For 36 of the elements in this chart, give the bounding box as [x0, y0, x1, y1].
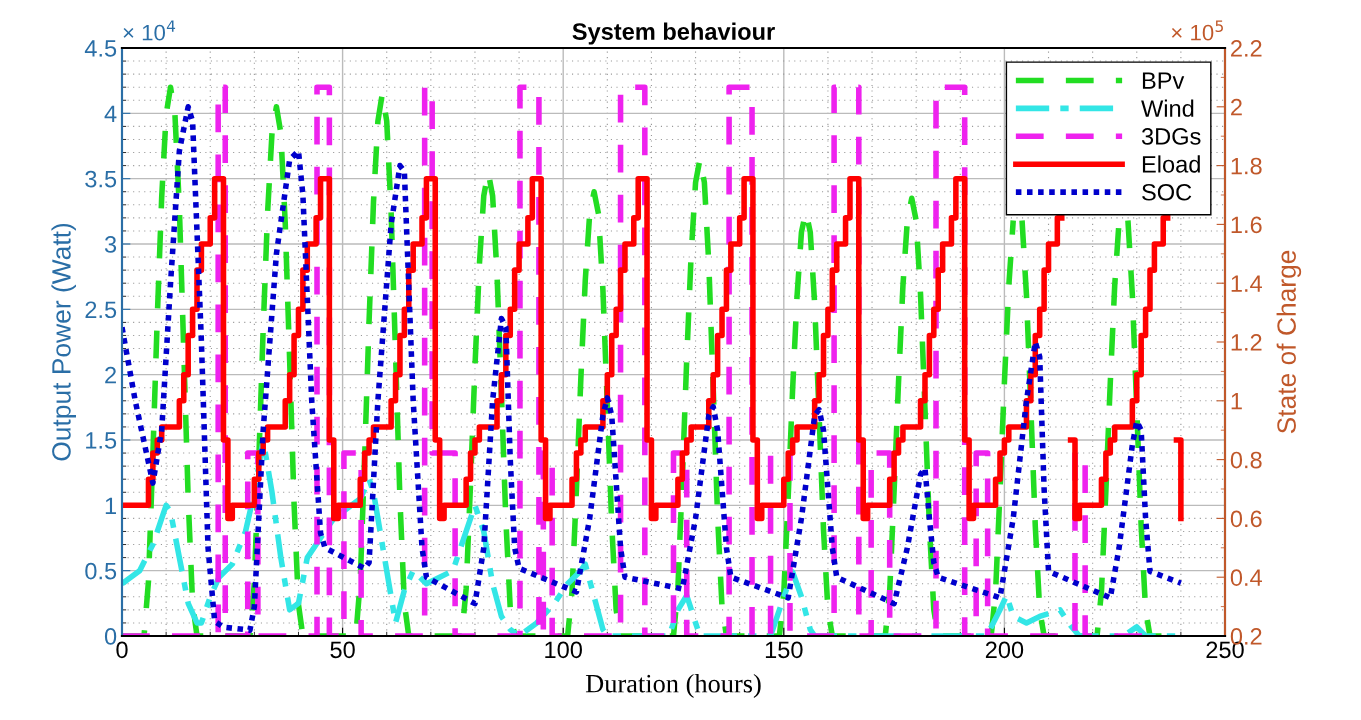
y2-tick-label: 1.8: [1231, 157, 1262, 175]
y-axis-title: Output Power (Watt): [51, 223, 76, 461]
legend-label: 3DGs: [1141, 128, 1201, 145]
y-tick-label: 3: [104, 236, 117, 253]
y2-tick-label: 0.6: [1230, 510, 1262, 528]
y-tick-label: 3.5: [85, 170, 117, 188]
y2-tick-label: 1: [1231, 393, 1242, 410]
x-tick-label: 50: [330, 641, 355, 659]
y2-tick-label: 2: [1231, 98, 1242, 116]
y2-tick-label: 1.6: [1231, 216, 1262, 234]
y-tick-label: 0: [104, 628, 117, 645]
x-tick-label: 100: [545, 641, 582, 659]
legend-label: SOC: [1142, 183, 1192, 201]
text: × 10$^{5}$: [1171, 20, 1223, 41]
y-tick-label: 1.5: [86, 432, 117, 449]
y-tick-label: 1: [105, 497, 116, 514]
y-tick-label: 2: [105, 366, 116, 384]
text: × 10$^{4}$: [123, 20, 176, 41]
legend-label: Wind: [1141, 99, 1194, 117]
chart-title: System behaviour: [572, 22, 775, 45]
y2-tick-label: 0.8: [1230, 451, 1262, 469]
y-tick-label: 2.5: [85, 301, 117, 319]
legend-label: Eload: [1142, 155, 1200, 173]
x-axis-title: Duration (hours): [585, 673, 761, 698]
y-tick-label: 0.5: [85, 562, 117, 580]
y2-tick-label: 2.2: [1231, 40, 1262, 57]
x-tick-label: 200: [985, 641, 1024, 659]
y2-tick-label: 1.4: [1231, 275, 1262, 292]
y2-axis-title: State of Charge: [1276, 250, 1302, 434]
y2-tick-label: 0.4: [1230, 569, 1262, 586]
legend-label: BPv: [1142, 72, 1185, 89]
y2-tick-label: 1.2: [1231, 334, 1262, 351]
x-tick-label: 0: [116, 641, 128, 659]
y-tick-label: 4.5: [84, 40, 117, 57]
x-tick-label: 150: [765, 641, 803, 659]
y-tick-label: 4: [104, 105, 117, 122]
